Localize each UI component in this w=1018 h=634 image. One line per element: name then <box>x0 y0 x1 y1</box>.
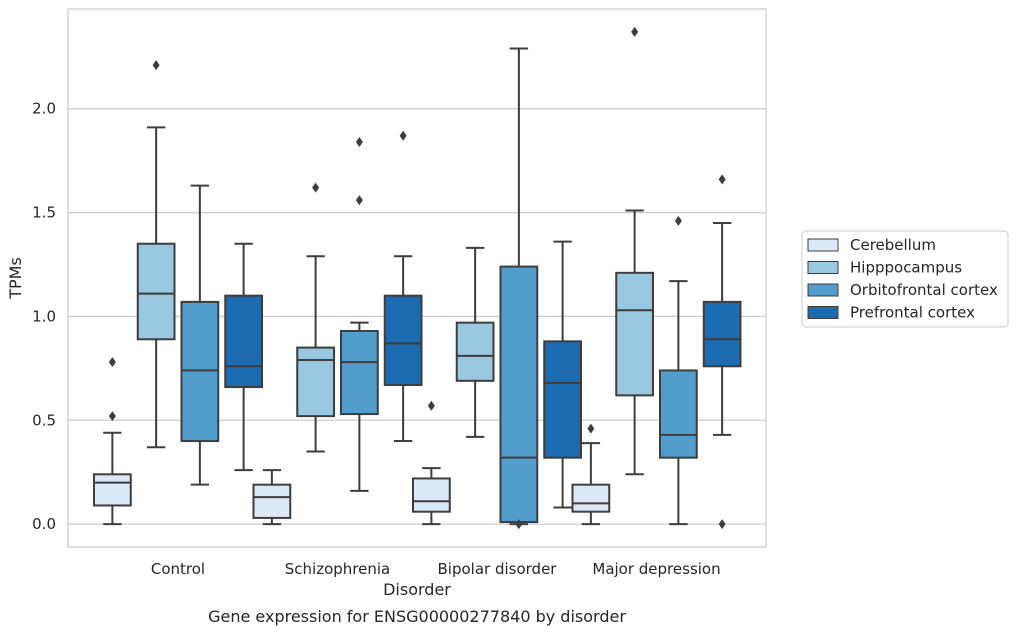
box-orbitofrontal-cortex <box>499 47 539 530</box>
plot-frame <box>67 8 767 548</box>
box-cerebellum <box>252 469 292 526</box>
box-orbitofrontal-cortex <box>340 136 379 492</box>
y-tick-label: 0.5 <box>32 411 56 429</box>
legend-label: Cerebellum <box>850 236 936 254</box>
box-iqr <box>615 271 654 397</box>
y-tick-label: 1.0 <box>32 307 56 325</box>
outlier-point <box>427 400 435 411</box>
box-iqr <box>571 483 611 513</box>
x-tick-label: Control <box>151 560 205 578</box>
box-hipppocampus <box>296 182 335 453</box>
box-cerebellum <box>571 423 611 526</box>
legend-label: Prefrontal cortex <box>850 304 975 322</box>
legend-label: Hipppocampus <box>850 259 962 277</box>
legend-swatch <box>807 238 839 252</box>
box-iqr <box>455 321 495 382</box>
box-cerebellum <box>412 400 451 526</box>
outlier-point <box>355 195 363 206</box>
x-tick-label: Bipolar disorder <box>438 560 558 578</box>
box-iqr <box>136 242 176 341</box>
box-iqr <box>224 294 263 389</box>
legend-swatch <box>807 283 839 297</box>
outlier-point <box>312 182 320 193</box>
y-axis-ticks: 0.0 0.5 1.0 1.5 2.0 <box>32 100 56 533</box>
box-iqr <box>543 340 582 459</box>
box-iqr <box>412 477 451 513</box>
box-orbitofrontal-cortex <box>180 184 220 486</box>
legend: Cerebellum Hipppocampus Orbitofrontal cort… <box>801 230 1009 328</box>
x-axis-label: Disorder <box>383 580 451 599</box>
box-iqr <box>180 300 220 443</box>
outlier-point <box>108 411 116 422</box>
box-iqr <box>499 265 539 524</box>
outlier-point <box>399 130 407 141</box>
box-iqr <box>93 473 132 507</box>
box-iqr <box>340 329 379 416</box>
box-prefrontal-cortex <box>702 174 742 530</box>
box-iqr <box>252 483 292 519</box>
box-prefrontal-cortex <box>543 240 582 509</box>
outlier-point <box>152 60 160 71</box>
y-axis-label: TPMs <box>6 257 25 300</box>
y-tick-label: 1.5 <box>32 204 56 222</box>
box-iqr <box>383 294 423 386</box>
legend-label: Orbitofrontal cortex <box>850 281 998 299</box>
legend-swatch <box>807 306 839 319</box>
outlier-point <box>674 215 682 226</box>
legend-swatch <box>807 261 839 274</box>
x-axis-ticks: Control Schizophrenia Bipolar disorder Majo… <box>151 560 721 578</box>
y-tick-label: 2.0 <box>32 100 56 118</box>
x-tick-label: Major depression <box>592 560 720 578</box>
outlier-point <box>515 519 523 530</box>
chart-caption: Gene expression for ENSG00000277840 by d… <box>208 607 626 626</box>
outlier-point <box>631 26 639 37</box>
box-hipppocampus <box>615 26 654 476</box>
box-prefrontal-cortex <box>383 130 423 443</box>
box-iqr <box>296 346 335 418</box>
outlier-point <box>718 174 726 185</box>
box-iqr <box>659 369 698 459</box>
box-prefrontal-cortex <box>224 242 263 472</box>
outlier-point <box>718 519 726 530</box>
outlier-point <box>587 423 595 434</box>
box-hipppocampus <box>455 246 495 438</box>
box-cerebellum <box>93 357 132 526</box>
box-orbitofrontal-cortex <box>659 215 698 526</box>
box-hipppocampus <box>136 60 176 449</box>
outlier-point <box>108 357 116 368</box>
box-iqr <box>702 300 742 368</box>
y-tick-label: 0.0 <box>32 515 56 533</box>
outlier-point <box>355 136 363 147</box>
x-tick-label: Schizophrenia <box>285 560 390 578</box>
legend-frame <box>801 230 1009 328</box>
box-plot-series <box>93 26 742 530</box>
